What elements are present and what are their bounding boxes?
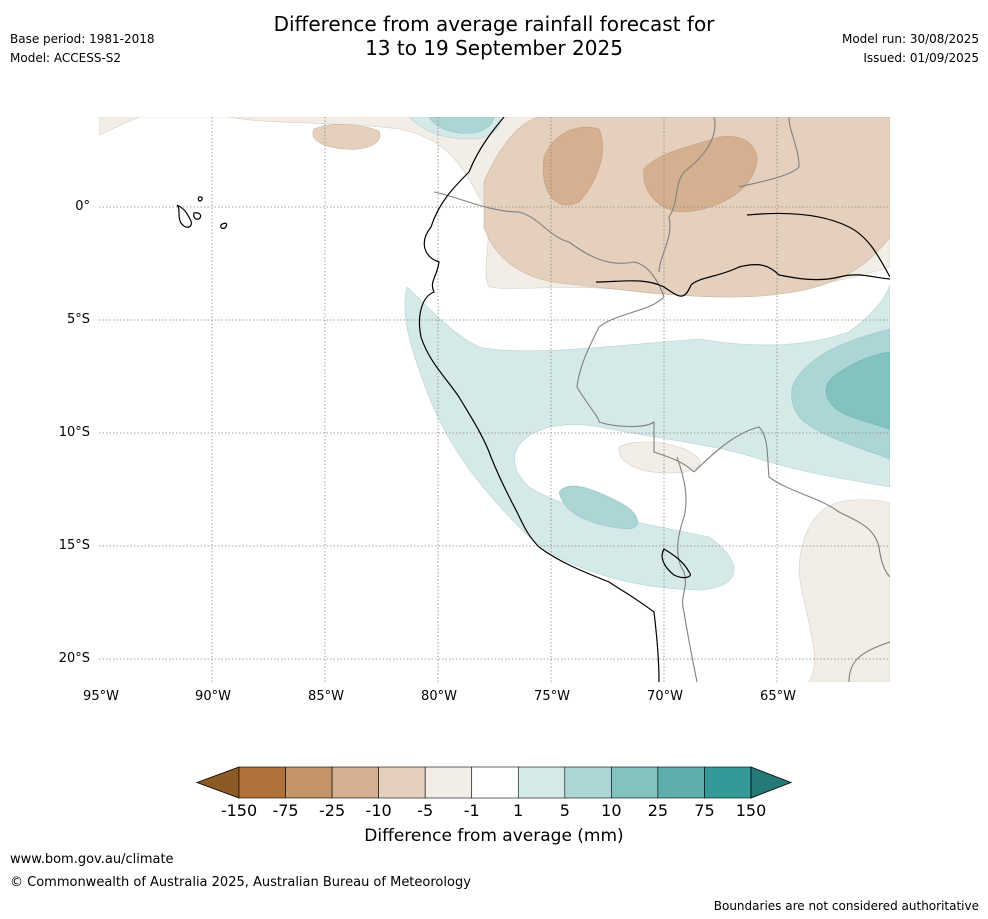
colorbar-tick-label: -10 — [365, 801, 392, 820]
lon-label-75w: 75°W — [534, 689, 570, 704]
title-line-1: Difference from average rainfall forecas… — [273, 12, 715, 36]
lon-label-65w: 65°W — [760, 689, 796, 704]
colorbar-title: Difference from average (mm) — [364, 826, 624, 846]
chart-title: Difference from average rainfall forecas… — [0, 12, 988, 60]
border-brazil-southeast — [848, 641, 890, 682]
colorbar-bin — [378, 766, 426, 799]
footer-copyright: © Commonwealth of Australia 2025, Austra… — [10, 875, 471, 890]
border-colombia-ecuador-peru — [433, 191, 665, 298]
wet-region-medium-peru — [558, 485, 638, 530]
amazon-river — [595, 264, 890, 297]
model-name: Model: ACCESS-S2 — [10, 51, 122, 65]
colorbar-tick-label: 150 — [735, 801, 767, 820]
border-chile-argentina — [683, 611, 698, 682]
colorbar-tick-label: 1 — [513, 801, 524, 820]
lake-titicaca — [661, 548, 691, 579]
model-run: Model run: 30/08/2025 — [841, 32, 979, 46]
colorbar-tick-label: -75 — [272, 801, 299, 820]
colorbar-bin — [611, 766, 659, 799]
coastline-caribbean-amazon — [746, 212, 890, 278]
lat-label-20s: 20°S — [58, 651, 90, 666]
lat-label-5s: 5°S — [66, 312, 90, 327]
footer-disclaimer: Boundaries are not considered authoritat… — [713, 899, 979, 913]
colorbar-bin — [238, 766, 286, 799]
island-san-cristobal — [220, 222, 228, 229]
footer-website: www.bom.gov.au/climate — [10, 852, 174, 867]
lon-label-70w: 70°W — [647, 689, 683, 704]
colorbar-tick-label: -1 — [463, 801, 480, 820]
lon-label-80w: 80°W — [421, 689, 457, 704]
country-borders — [433, 117, 890, 682]
meta-left: Base period: 1981-2018 Model: ACCESS-S2 — [10, 30, 155, 68]
colorbar-bin — [331, 766, 379, 799]
colorbar-tick-label: -25 — [319, 801, 346, 820]
colorbar-bin — [657, 766, 705, 799]
meta-right: Model run: 30/08/2025 Issued: 01/09/2025 — [842, 30, 979, 68]
lon-label-90w: 90°W — [195, 689, 231, 704]
galapagos-islands — [176, 196, 228, 229]
title-line-2: 13 to 19 September 2025 — [365, 36, 623, 60]
colorbar-bin — [471, 766, 519, 799]
coastline — [418, 117, 890, 682]
dry-region-ocean-patch — [312, 124, 381, 150]
wet-region-medium-north — [428, 117, 495, 134]
colorbar-bin — [564, 766, 612, 799]
border-peru-brazil — [576, 296, 695, 473]
colorbar-bin — [424, 766, 473, 799]
coastline-pacific — [418, 117, 660, 682]
colorbar-tick-label: 25 — [647, 801, 669, 820]
colorbar-tick-label: 10 — [601, 801, 622, 820]
island-isabela — [176, 204, 192, 228]
colorbar-tick-label: 75 — [694, 801, 715, 820]
issued-date: Issued: 01/09/2025 — [863, 51, 979, 65]
colorbar-tick-label: 5 — [559, 801, 570, 820]
island-santiago — [197, 196, 203, 202]
lat-label-10s: 10°S — [58, 425, 90, 440]
dry-region-dark-colombia — [542, 126, 603, 206]
base-period: Base period: 1981-2018 — [10, 32, 155, 46]
wet-region-strong-east — [825, 351, 890, 430]
dry-region-dark-venezuela — [643, 135, 758, 213]
wet-region-peru-amazon — [404, 284, 890, 591]
colorbar-extend-high — [750, 766, 793, 799]
rainfall-anomaly-map — [99, 117, 890, 682]
lon-label-85w: 85°W — [308, 689, 344, 704]
lat-label-15s: 15°S — [58, 538, 90, 553]
colorbar-tick-label: -150 — [220, 801, 258, 820]
border-venezuela-brazil — [738, 117, 800, 188]
border-colombia-venezuela — [658, 117, 716, 273]
colorbar-extend-low — [195, 766, 240, 799]
colorbar-tick-label: -5 — [417, 801, 434, 820]
lon-label-95w: 95°W — [83, 689, 119, 704]
border-bolivia-brazil — [693, 426, 890, 578]
colorbar-bin — [517, 766, 566, 799]
colorbar-bin — [704, 766, 752, 799]
map-gridlines — [99, 117, 890, 682]
dry-region-southeast — [798, 499, 890, 682]
lat-label-0: 0° — [75, 199, 90, 214]
colorbar-bin — [285, 766, 333, 799]
border-peru-bolivia — [676, 456, 687, 613]
island-santa-cruz — [193, 212, 202, 220]
